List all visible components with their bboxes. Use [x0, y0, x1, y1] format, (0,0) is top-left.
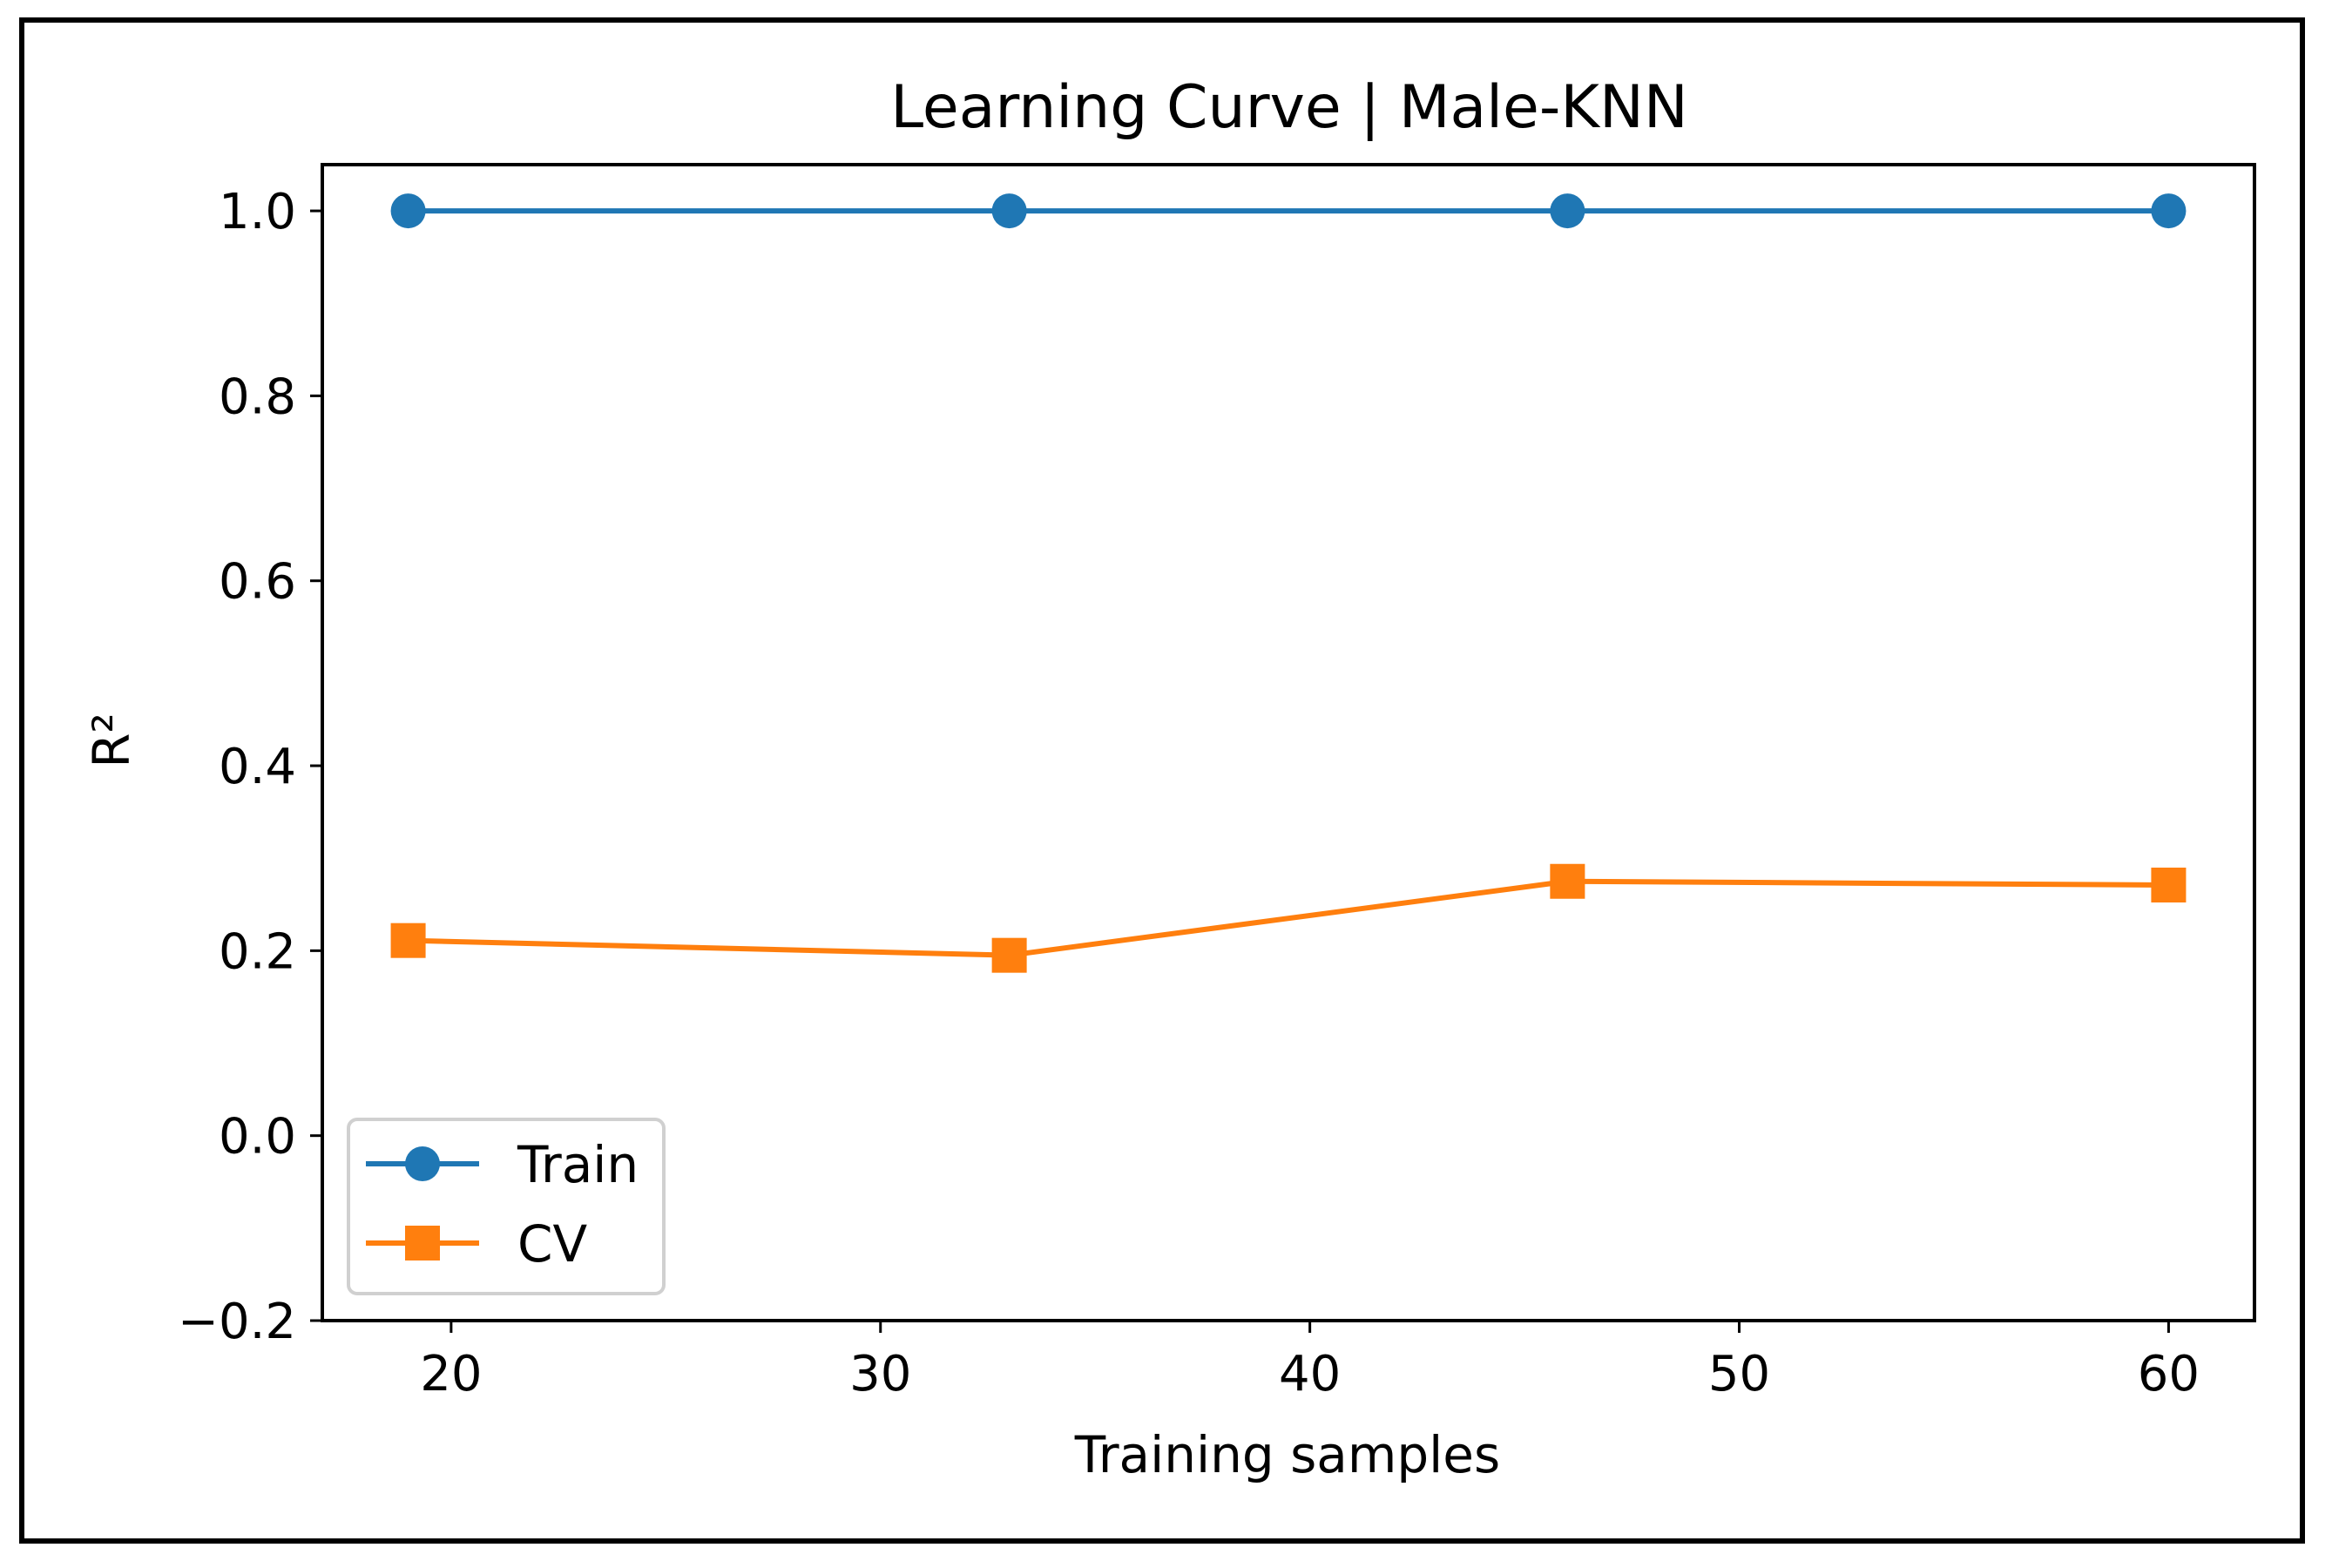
- x-tick-label-20: 20: [420, 1346, 482, 1402]
- legend: Train CV: [347, 1118, 666, 1295]
- series-line-cv: [408, 878, 2169, 958]
- point-train-19: [390, 193, 426, 229]
- x-tick-label-60: 60: [2138, 1346, 2200, 1402]
- y-tick-label-0.2: 0.2: [219, 923, 296, 980]
- y-tick-label-0.0: 0.0: [219, 1109, 296, 1166]
- x-axis-label: Training samples: [1074, 1425, 1500, 1484]
- y-tick-label-0.4: 0.4: [219, 739, 296, 795]
- legend-marker-train: [405, 1146, 440, 1181]
- point-train-60: [2151, 193, 2187, 229]
- axes: 20 30 40 50 60 −0.2 0.0 0.2 0.4 0.6 0.8 1.0: [178, 163, 2256, 1402]
- point-cv-60: [2151, 867, 2187, 902]
- point-cv-46: [1550, 863, 1585, 899]
- point-cv-19: [390, 923, 426, 958]
- y-tick-label-1.0: 1.0: [219, 184, 296, 240]
- x-tick-label-40: 40: [1279, 1346, 1341, 1402]
- point-train-33: [991, 193, 1027, 229]
- point-cv-33: [991, 937, 1027, 973]
- y-tick-label-0.6: 0.6: [219, 554, 296, 611]
- series-layer: [390, 193, 2187, 973]
- x-tick-label-50: 50: [1708, 1346, 1770, 1402]
- point-train-46: [1550, 193, 1585, 229]
- plot-area-border: [321, 163, 2256, 1322]
- legend-label-train: Train: [517, 1135, 639, 1194]
- x-tick-label-30: 30: [849, 1346, 911, 1402]
- chart-title: Learning Curve | Male-KNN: [890, 73, 1688, 142]
- y-tick-label-−0.2: −0.2: [178, 1294, 296, 1350]
- legend-label-cv: CV: [517, 1214, 587, 1274]
- y-axis-label: R²: [82, 713, 141, 768]
- legend-marker-cv: [405, 1226, 440, 1260]
- y-tick-label-0.8: 0.8: [219, 368, 296, 425]
